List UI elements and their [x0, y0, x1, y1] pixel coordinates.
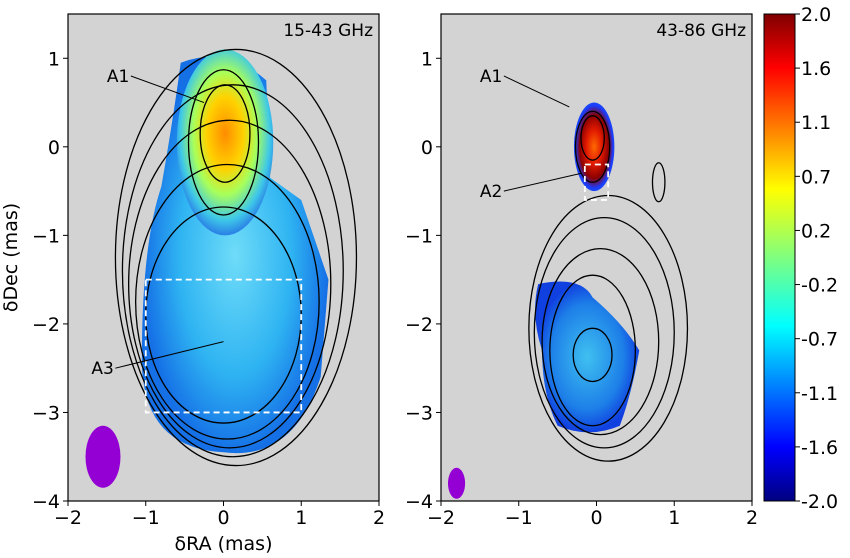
colorbar-tick-label: -1.6	[801, 437, 838, 459]
annotation-label-a1: A1	[107, 67, 129, 87]
y-axis-label: δDec (mas)	[0, 203, 22, 312]
colorbar-tick-label: -0.7	[801, 329, 838, 351]
y-tick-label: −4	[405, 491, 433, 513]
panel-43-86-ghz: A1 A2 43-86 GHz −2 −1 0 1 2 −4 −3 −2 −1 0 1	[405, 13, 758, 529]
contour-5	[127, 119, 332, 449]
y-tick-label: −1	[32, 225, 60, 247]
contour-5	[549, 274, 637, 427]
contour-2	[574, 110, 611, 183]
colorbar-tick-label: 2.0	[801, 4, 831, 26]
x-tick-label: 2	[373, 507, 385, 529]
y-tick-label: −2	[405, 314, 433, 336]
annotation-line-a1	[130, 75, 205, 104]
contour-2	[187, 69, 260, 216]
y-tick-label: 1	[48, 48, 60, 70]
contour-7	[114, 48, 358, 467]
contour-4	[134, 163, 320, 440]
x-tick-label: −2	[54, 507, 82, 529]
colorbar-tick-label: 0.2	[801, 220, 831, 242]
colorbar-tick-label: 1.1	[801, 112, 831, 134]
y-tick-label: 1	[421, 48, 433, 70]
annotation-label-a1: A1	[480, 67, 502, 87]
contour-1	[580, 115, 605, 161]
x-tick-label: −2	[427, 507, 455, 529]
annotation-line-a1	[503, 75, 570, 108]
panel-label: 15-43 GHz	[283, 21, 373, 41]
colorbar-tick-label: 1.6	[801, 58, 831, 80]
y-tick-label: 0	[421, 137, 433, 159]
plot-area	[85, 48, 358, 488]
annotation-line-a2	[503, 172, 582, 192]
colorbar: 2.0 1.6 1.1 0.7 0.2 -0.2 -0.7 -1.1 -1.6 -2.0	[763, 4, 838, 513]
x-tick-label: 0	[590, 507, 602, 529]
dashed-box	[144, 278, 303, 414]
x-tick-label: 1	[668, 507, 680, 529]
spectral-index-region	[535, 281, 640, 433]
y-tick-label: −4	[32, 491, 60, 513]
contour-7	[533, 217, 675, 449]
plot-area	[447, 75, 689, 499]
colorbar-gradient	[763, 13, 796, 502]
annotation-label-a3: A3	[91, 359, 113, 379]
y-tick-label: −3	[32, 402, 60, 424]
beam-ellipse	[447, 467, 466, 499]
x-tick-label: 2	[746, 507, 758, 529]
contour-3	[651, 162, 666, 203]
x-tick-label: 0	[217, 507, 229, 529]
contour-6	[541, 247, 660, 436]
contour-6	[121, 84, 344, 458]
contour-4	[572, 327, 613, 383]
spectral-index-core	[176, 49, 274, 236]
colorbar-tick-label: -0.2	[801, 275, 838, 297]
panel-15-43-ghz: A1 A3 15-43 GHz −2 −1 0 1 2 −4 −3 −2 −1 0 1 δRA (mas) δ…	[0, 13, 385, 555]
beam-ellipse	[85, 425, 121, 488]
x-axis-label: δRA (mas)	[175, 533, 273, 555]
x-tick-label: −1	[132, 507, 160, 529]
y-tick-label: 0	[48, 137, 60, 159]
colorbar-tick-label: 0.7	[801, 166, 831, 188]
panel-label: 43-86 GHz	[656, 21, 746, 41]
colorbar-tick-label: -2.0	[801, 491, 838, 513]
annotation-line-a3	[115, 341, 224, 369]
colorbar-tick-label: -1.1	[801, 383, 838, 405]
y-tick-label: −1	[405, 225, 433, 247]
x-tick-label: 1	[295, 507, 307, 529]
x-tick-label: −1	[505, 507, 533, 529]
annotation-label-a2: A2	[480, 182, 502, 202]
y-tick-label: −3	[405, 402, 433, 424]
y-tick-label: −2	[32, 314, 60, 336]
dashed-box	[583, 163, 610, 201]
